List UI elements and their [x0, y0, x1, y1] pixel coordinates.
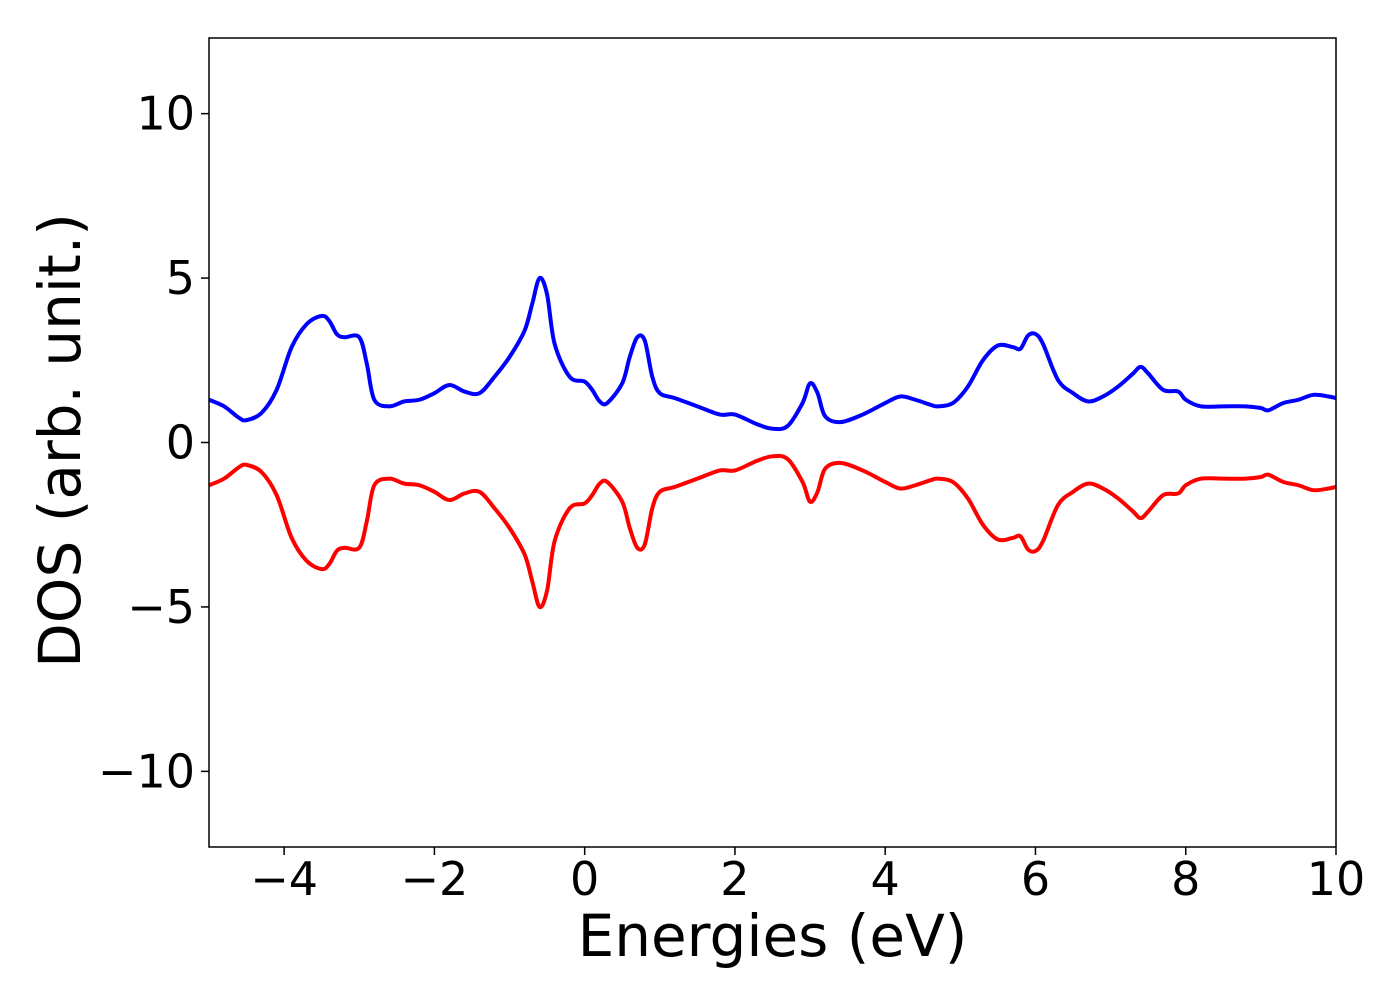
x-tick-label: 6: [1021, 852, 1050, 906]
x-tick-label: −2: [400, 852, 468, 906]
y-axis-ticks: −10 −5 0 5 10: [98, 87, 209, 798]
x-tick-label: 0: [570, 852, 599, 906]
x-tick-label: 8: [1171, 852, 1200, 906]
x-tick-label: 10: [1307, 852, 1366, 906]
x-tick-label: 4: [871, 852, 900, 906]
y-tick-label: 0: [166, 416, 195, 470]
y-tick-label: −10: [98, 744, 195, 798]
series-line-spin-down: [209, 453, 1336, 610]
y-axis-title: DOS (arb. unit.): [26, 213, 94, 668]
plot-lines: [209, 275, 1336, 610]
y-tick-label: 10: [136, 87, 195, 141]
x-tick-label: 2: [720, 852, 749, 906]
y-tick-label: −5: [127, 580, 195, 634]
series-line-spin-up: [209, 275, 1336, 432]
plot-frame: [208, 37, 1337, 848]
x-axis-ticks: −4 −2 0 2 4 6 8 10: [250, 847, 1365, 906]
x-tick-label: −4: [250, 852, 318, 906]
x-axis-title: Energies (eV): [578, 902, 968, 970]
y-tick-label: 5: [166, 251, 195, 305]
